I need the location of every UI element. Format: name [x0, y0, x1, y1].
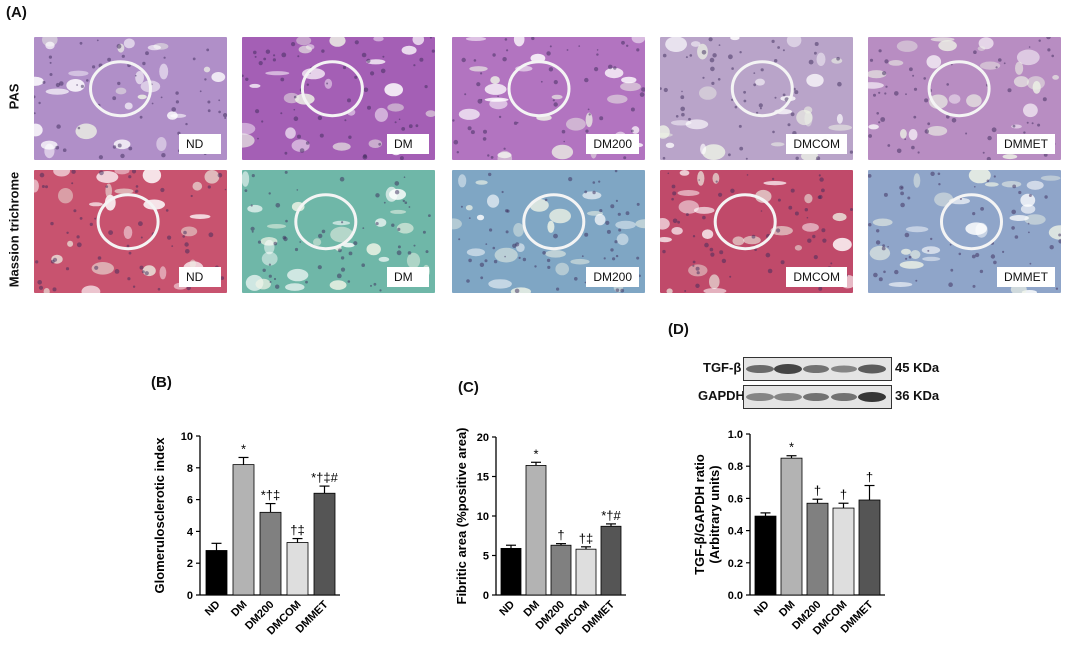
bar-nd — [500, 547, 522, 596]
category-label-nd: ND — [203, 599, 223, 619]
bar-dm — [232, 464, 255, 596]
micrograph-label: DMCOM — [786, 134, 847, 154]
y-tick-label: 0 — [483, 590, 489, 602]
bar-dm — [780, 457, 803, 596]
significance-mark: † — [840, 487, 847, 502]
micrograph-label: DM200 — [586, 134, 639, 154]
y-axis-label: Glomerulosclerotic index — [152, 437, 167, 594]
bar-dm — [525, 465, 547, 596]
wb-band-strip-gapdh — [743, 385, 892, 409]
y-tick-label: 4 — [187, 526, 194, 538]
y-tick-label: 10 — [181, 431, 193, 443]
row-label-pas: PAS — [6, 83, 22, 110]
y-tick-label: 0.4 — [728, 526, 744, 538]
y-axis-label: Fibritic area (%positive area) — [454, 427, 469, 604]
micrograph-pas-dm200: DM200 — [452, 37, 645, 160]
y-tick-label: 0 — [187, 590, 193, 602]
significance-mark: †‡ — [290, 523, 304, 538]
wb-size-tgf: 45 KDa — [895, 360, 940, 375]
row-label-trichrome: Massion trichrome — [6, 171, 22, 288]
panel-label-c: (C) — [458, 379, 479, 396]
micrograph-label: DM — [387, 267, 429, 287]
micrograph-label: DM200 — [586, 267, 639, 287]
y-tick-label: 1.0 — [728, 429, 743, 441]
wb-row-label-tgf: TGF-β — [703, 360, 742, 375]
bar-dmcom — [575, 548, 597, 596]
micrograph-pas-dm: DM — [242, 37, 435, 160]
tissue-texture — [34, 37, 227, 160]
category-label-nd: ND — [752, 599, 772, 619]
panel-label-a: (A) — [6, 4, 27, 21]
bar-dmmet — [313, 492, 336, 596]
category-label-dm: DM — [777, 599, 798, 620]
bar-dmcom — [286, 542, 309, 596]
chart-fibrotic-area: 0 5 10 15 20 Fibritic area (%positive area) ND… — [454, 427, 626, 637]
significance-mark: † — [814, 483, 821, 498]
micrograph-label: DM — [387, 134, 429, 154]
y-axis-label-units: (Arbitrary units) — [707, 465, 722, 563]
wb-band-strip-tgf — [743, 357, 892, 381]
significance-mark: *†# — [601, 508, 621, 523]
y-tick-label: 0.2 — [728, 558, 743, 570]
significance-mark: † — [866, 470, 873, 485]
micrograph-pas-nd: ND — [34, 37, 227, 160]
bar-dmmet — [858, 499, 881, 596]
y-tick-label: 8 — [187, 463, 193, 475]
category-label-dm: DM — [522, 599, 543, 620]
micrograph-trichrome-dm200: DM200 — [452, 170, 645, 293]
significance-mark: * — [789, 440, 794, 455]
bar-nd — [754, 515, 777, 596]
bar-nd — [205, 550, 228, 596]
micrograph-label: ND — [179, 134, 221, 154]
y-tick-label: 20 — [477, 432, 489, 444]
significance-mark: *†‡# — [311, 470, 339, 485]
bar-dmmet — [600, 525, 622, 596]
micrograph-pas-dmcom: DMCOM — [660, 37, 853, 160]
category-label-nd: ND — [497, 599, 517, 619]
micrograph-trichrome-dm: DM — [242, 170, 435, 293]
y-axis-label: TGF-β/GAPDH ratio — [692, 454, 707, 575]
bar-dm200 — [806, 502, 829, 596]
category-label-dm: DM — [229, 599, 250, 620]
significance-mark: † — [557, 528, 564, 543]
wb-bands-gapdh — [744, 386, 891, 408]
significance-mark: †‡ — [579, 531, 593, 546]
wb-row-label-gapdh: GAPDH — [698, 388, 745, 403]
y-tick-label: 6 — [187, 495, 193, 507]
bar-dmcom — [832, 507, 855, 596]
micrograph-pas-dmmet: DMMET — [868, 37, 1061, 160]
micrograph-trichrome-dmcom: DMCOM — [660, 170, 853, 293]
wb-bands-tgf — [744, 358, 891, 380]
micrograph-label: ND — [179, 267, 221, 287]
panel-label-b: (B) — [151, 374, 172, 391]
y-tick-label: 15 — [477, 472, 489, 484]
y-tick-label: 0.0 — [728, 590, 743, 602]
significance-mark: * — [241, 441, 246, 456]
wb-size-gapdh: 36 KDa — [895, 388, 940, 403]
y-tick-label: 5 — [483, 551, 489, 563]
bar-dm200 — [550, 544, 572, 596]
significance-mark: * — [533, 446, 538, 461]
y-tick-label: 0.8 — [728, 461, 743, 473]
micrograph-trichrome-dmmet: DMMET — [868, 170, 1061, 293]
significance-mark: *†‡ — [261, 488, 281, 503]
micrograph-trichrome-nd: ND — [34, 170, 227, 293]
bar-dm200 — [259, 511, 282, 596]
chart-tgf-gapdh-ratio: 0.0 0.2 0.4 0.6 0.8 1.0 TGF-β/GAPDH ratio (Arbi… — [692, 429, 885, 637]
micrograph-label: DMMET — [997, 267, 1055, 287]
panel-label-d: (D) — [668, 321, 689, 338]
y-tick-label: 10 — [477, 511, 489, 523]
y-tick-label: 2 — [187, 558, 193, 570]
y-tick-label: 0.6 — [728, 493, 743, 505]
micrograph-label: DMMET — [997, 134, 1055, 154]
micrograph-label: DMCOM — [786, 267, 847, 287]
